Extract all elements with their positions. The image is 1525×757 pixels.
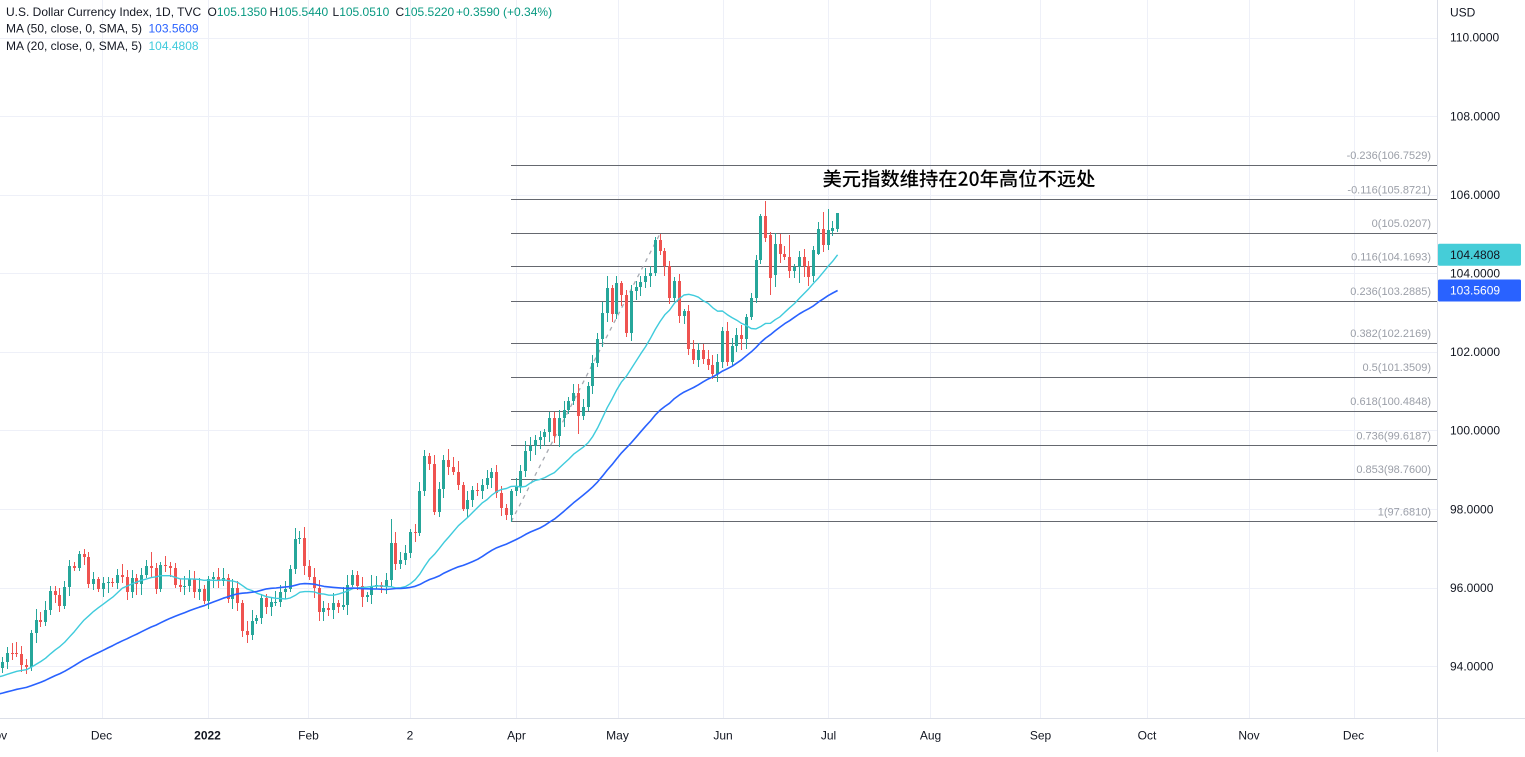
svg-text:+0.3590 (+0.34%): +0.3590 (+0.34%) (456, 5, 552, 19)
svg-text:1(97.6810): 1(97.6810) (1378, 506, 1431, 518)
svg-text:110.0000: 110.0000 (1450, 31, 1499, 45)
svg-text:Nov: Nov (0, 729, 7, 743)
svg-text:Dec: Dec (91, 729, 112, 743)
svg-text:Feb: Feb (298, 729, 319, 743)
svg-text:103.5609: 103.5609 (1450, 284, 1500, 298)
svg-text:C105.5220: C105.5220 (396, 5, 455, 19)
svg-text:100.0000: 100.0000 (1450, 424, 1500, 438)
svg-text:H105.5440: H105.5440 (270, 5, 329, 19)
svg-text:MA (50, close, 0, SMA, 5): MA (50, close, 0, SMA, 5) (6, 22, 142, 36)
svg-text:-0.236(106.7529): -0.236(106.7529) (1347, 150, 1431, 162)
svg-text:May: May (606, 729, 629, 743)
svg-text:Jun: Jun (713, 729, 732, 743)
svg-text:0(105.0207): 0(105.0207) (1372, 218, 1431, 230)
svg-text:Sep: Sep (1030, 729, 1052, 743)
svg-text:Dec: Dec (1343, 729, 1364, 743)
svg-text:104.4808: 104.4808 (1450, 248, 1500, 262)
svg-text:102.0000: 102.0000 (1450, 345, 1500, 359)
svg-text:MA (20, close, 0, SMA, 5): MA (20, close, 0, SMA, 5) (6, 39, 142, 53)
svg-text:0.116(104.1693): 0.116(104.1693) (1351, 251, 1431, 263)
svg-text:Aug: Aug (920, 729, 941, 743)
svg-text:96.0000: 96.0000 (1450, 581, 1494, 595)
svg-text:106.0000: 106.0000 (1450, 188, 1500, 202)
svg-text:-0.116(105.8721): -0.116(105.8721) (1347, 185, 1431, 197)
svg-text:USD: USD (1450, 6, 1476, 20)
svg-text:108.0000: 108.0000 (1450, 109, 1500, 123)
svg-text:0.236(103.2885): 0.236(103.2885) (1350, 286, 1431, 298)
svg-text:Nov: Nov (1238, 729, 1259, 743)
svg-text:U.S. Dollar Currency Index, 1D: U.S. Dollar Currency Index, 1D, TVC (6, 5, 202, 19)
svg-text:Jul: Jul (821, 729, 836, 743)
svg-text:2022: 2022 (194, 729, 221, 743)
svg-text:Oct: Oct (1138, 729, 1157, 743)
svg-text:Apr: Apr (507, 729, 526, 743)
svg-text:0.853(98.7600): 0.853(98.7600) (1356, 464, 1431, 476)
svg-text:94.0000: 94.0000 (1450, 660, 1494, 674)
svg-text:0.5(101.3509): 0.5(101.3509) (1363, 362, 1432, 374)
svg-text:O105.1350: O105.1350 (208, 5, 268, 19)
svg-text:2: 2 (407, 729, 414, 743)
svg-text:103.5609: 103.5609 (149, 22, 199, 36)
svg-text:104.4808: 104.4808 (149, 39, 199, 53)
svg-text:0.618(100.4848): 0.618(100.4848) (1350, 396, 1431, 408)
svg-text:104.0000: 104.0000 (1450, 267, 1500, 281)
svg-text:98.0000: 98.0000 (1450, 502, 1494, 516)
svg-text:L105.0510: L105.0510 (333, 5, 390, 19)
svg-text:0.382(102.2169): 0.382(102.2169) (1350, 328, 1431, 340)
svg-text:0.736(99.6187): 0.736(99.6187) (1356, 430, 1431, 442)
